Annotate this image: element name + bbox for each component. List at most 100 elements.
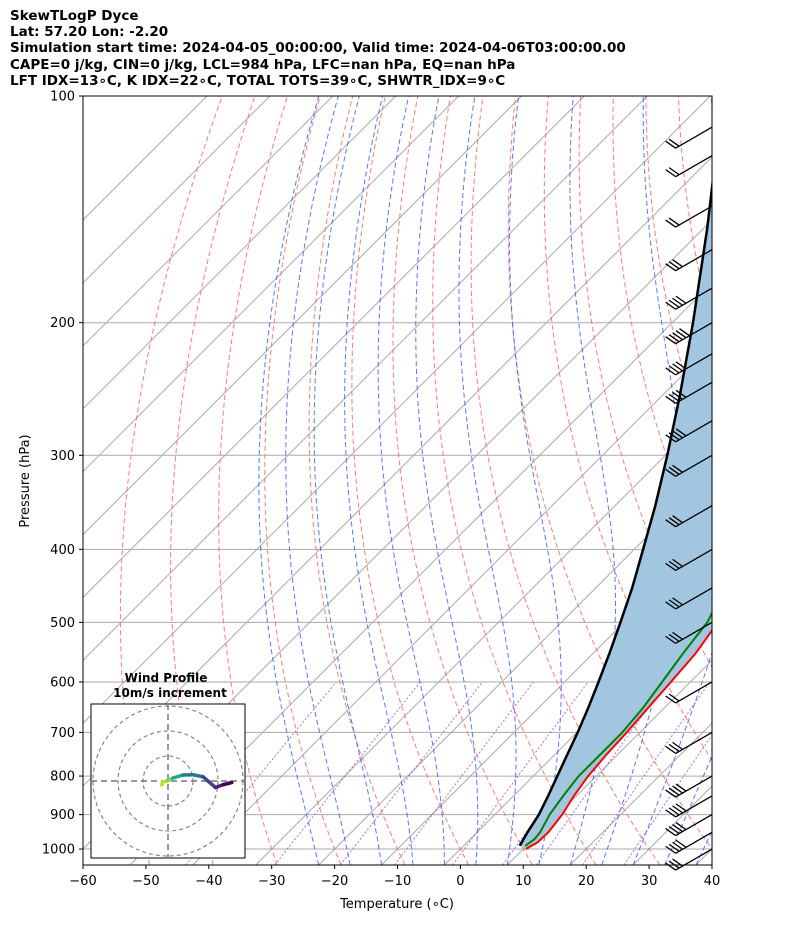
x-tick-label: −20 <box>321 874 348 889</box>
wind-barb-flag <box>665 263 676 272</box>
moist-adiabat <box>664 755 712 865</box>
y-tick-label: 1000 <box>42 843 75 858</box>
wind-barb-flag <box>672 741 683 750</box>
y-tick-label: 300 <box>50 449 75 464</box>
moist-adiabat <box>632 651 712 865</box>
x-tick-label: 20 <box>578 874 595 889</box>
wind-barb-flag <box>668 334 680 343</box>
wind-barb-flag <box>675 389 687 398</box>
wind-barb-flag <box>665 809 676 818</box>
dry-adiabat <box>678 96 712 329</box>
wind-barb-flag <box>675 839 687 848</box>
x-tick-label: −40 <box>195 874 222 889</box>
wind-barb-flag <box>675 295 687 304</box>
wind-barb-flag <box>665 519 676 528</box>
wind-barb-flag <box>672 631 683 640</box>
dry-adiabat <box>308 96 406 865</box>
wind-barb <box>665 205 713 228</box>
wind-barb-flag <box>672 332 683 341</box>
dry-adiabat <box>645 96 712 460</box>
wind-barb-shaft <box>675 681 713 704</box>
wind-barb-flag <box>665 828 676 837</box>
wind-barb-shaft <box>675 322 713 345</box>
parcel-profile-line <box>518 177 712 847</box>
wind-barb-flag <box>665 635 676 644</box>
wind-barb-flag <box>672 597 683 606</box>
wind-barb-flag <box>668 599 680 608</box>
wind-barb <box>665 831 713 854</box>
wind-barb <box>665 353 713 376</box>
wind-barb-flag <box>665 336 676 345</box>
wind-barb-flag <box>665 434 676 443</box>
moist-adiabat <box>258 96 320 865</box>
dry-adiabat <box>578 96 712 669</box>
y-tick-label: 200 <box>50 316 75 331</box>
wind-barb <box>665 681 713 704</box>
hodograph-title: Wind Profile <box>125 671 208 685</box>
wind-barb-shaft <box>675 420 713 443</box>
wind-barb-flag <box>672 785 683 794</box>
y-tick-label: 800 <box>50 770 75 785</box>
dry-adiabat <box>264 96 342 865</box>
wind-barb-flag <box>672 464 683 473</box>
y-tick-label: 600 <box>50 675 75 690</box>
wind-barb-shaft <box>675 831 713 854</box>
isotherm-gridline <box>83 96 334 347</box>
wind-barb-flag <box>672 430 683 439</box>
wind-barb-shaft <box>675 287 713 310</box>
wind-barb <box>665 505 713 528</box>
wind-barb-flag <box>665 845 676 854</box>
moist-adiabat <box>313 96 382 865</box>
moist-adiabat <box>601 96 683 865</box>
isotherm-gridline <box>83 96 711 724</box>
wind-barb <box>665 731 713 754</box>
wind-barb-shaft <box>675 731 713 754</box>
isotherm-gridline <box>506 659 712 865</box>
dry-adiabat <box>543 96 712 762</box>
hodograph-ring <box>117 730 219 832</box>
wind-barb-flag <box>672 259 683 268</box>
wind-barb-shaft <box>675 353 713 376</box>
y-tick-label: 100 <box>50 90 75 105</box>
moist-adiabat <box>344 96 414 865</box>
isotherm-gridline <box>444 596 712 865</box>
wind-barb <box>665 287 713 310</box>
wind-barb-shaft <box>675 548 713 571</box>
wind-barb-flag <box>665 219 676 228</box>
wind-barb-flag <box>668 365 680 374</box>
wind-barb-shaft <box>675 775 713 798</box>
y-tick-label: 700 <box>50 726 75 741</box>
x-tick-label: −60 <box>69 874 96 889</box>
isotherm-gridline <box>569 722 712 865</box>
wind-barb <box>665 381 713 404</box>
parcel-temperature-area <box>519 187 712 849</box>
x-tick-label: 0 <box>456 874 464 889</box>
wind-barb-shaft <box>675 795 713 818</box>
x-axis-label: Temperature (∘C) <box>339 897 454 912</box>
wind-barb-flag <box>672 841 683 850</box>
wind-barb-flag <box>665 695 676 704</box>
mixing-ratio-line <box>452 681 589 865</box>
moist-adiabat <box>285 96 351 865</box>
wind-barb <box>665 795 713 818</box>
location-line: Lat: 57.20 Lon: -2.20 <box>10 24 169 41</box>
mixing-ratio-line <box>274 681 421 865</box>
mixing-ratio-line <box>581 681 711 865</box>
wind-barb-shaft <box>675 126 713 149</box>
x-tick-label: 30 <box>641 874 658 889</box>
isotherm-gridline <box>381 533 712 865</box>
wind-barb <box>665 454 713 477</box>
isotherm-gridline <box>255 407 712 865</box>
wind-barb <box>665 621 713 644</box>
wind-barb-flag <box>665 745 676 754</box>
indices-line-1: CAPE=0 j/kg, CIN=0 j/kg, LCL=984 hPa, LF… <box>10 56 516 73</box>
dry-adiabat <box>432 96 597 865</box>
wind-barb-shaft <box>675 249 713 272</box>
isotherm-gridline <box>129 282 712 865</box>
wind-barb <box>665 814 713 837</box>
isotherm-gridline <box>83 96 522 536</box>
y-tick-label: 400 <box>50 543 75 558</box>
y-tick-label: 500 <box>50 616 75 631</box>
isotherm-gridline <box>83 96 648 662</box>
